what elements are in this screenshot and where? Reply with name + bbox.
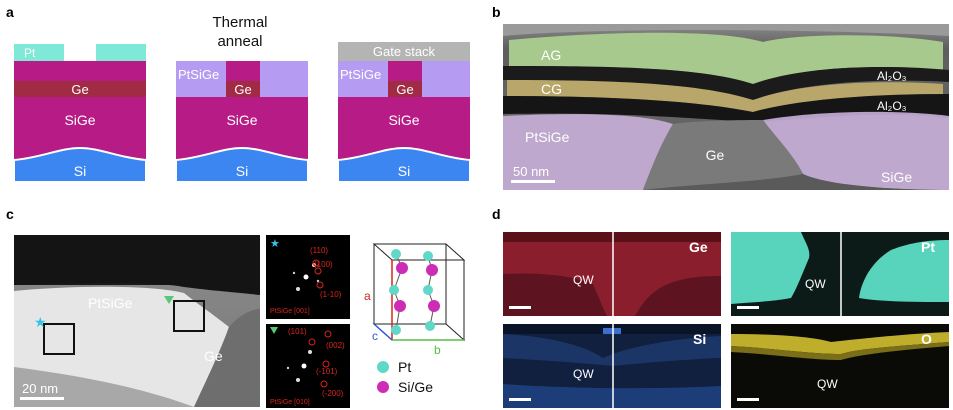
ptsige-label: PtSiGe xyxy=(340,67,381,82)
scale-bar-label: 50 nm xyxy=(513,164,549,179)
fft2-spot--101: (-101) xyxy=(316,367,338,376)
ptsige-label: PtSiGe xyxy=(525,129,570,145)
scale-bar xyxy=(20,397,64,400)
panel-label-a: a xyxy=(6,4,14,20)
panel-label-c: c xyxy=(6,206,14,222)
device-schematic-as-deposited: Pt Ge SiGe Si xyxy=(13,44,147,183)
gate-stack-label: Gate stack xyxy=(373,44,436,59)
triangle-marker-icon xyxy=(164,296,174,304)
eds-map-si: QW Si xyxy=(503,324,721,408)
qw-label: QW xyxy=(805,277,826,291)
fft-pattern-010: (101) (002) (-101) (-200) PtSiGe [010] xyxy=(266,324,350,408)
eds-map-ge: QW Ge xyxy=(503,232,721,316)
ge-region xyxy=(194,309,260,407)
pt-region-right xyxy=(859,240,949,302)
si-label: Si xyxy=(398,163,410,179)
legend-pt-label: Pt xyxy=(398,359,411,375)
fft2-spot-101: (101) xyxy=(288,327,307,336)
cg-gate-layer xyxy=(507,80,943,112)
si-label: Si xyxy=(236,163,248,179)
panel-a-schematics: Pt Ge SiGe Si Thermal anneal PtSiGe Ge S… xyxy=(13,14,471,183)
fft1-spot-1-10: (1-10) xyxy=(320,290,342,299)
crystal-structure: a b c Pt Si/Ge xyxy=(364,243,466,395)
ptsige-label: PtSiGe xyxy=(178,67,219,82)
thermal-anneal-title-line2: anneal xyxy=(217,33,262,50)
al2o3-top-label: Al₂O₃ xyxy=(877,69,907,83)
fft2-spot--200: (-200) xyxy=(322,389,344,398)
ge-label: Ge xyxy=(71,82,88,97)
ge-region xyxy=(643,120,803,190)
legend-sige-marker xyxy=(377,381,389,393)
scale-bar xyxy=(511,180,555,183)
ge-layer xyxy=(14,81,146,97)
panel-label-d: d xyxy=(492,206,501,222)
panel-c-stem-image: ★ PtSiGe Ge 20 nm xyxy=(14,235,260,407)
si-label: Si xyxy=(74,163,86,179)
fft1-caption: PtSiGe [001] xyxy=(270,308,310,315)
element-label-si: Si xyxy=(693,331,706,347)
scale-bar-label: 20 nm xyxy=(22,381,58,396)
sige-atoms xyxy=(394,262,440,312)
scale-bar xyxy=(737,306,759,309)
cg-label: CG xyxy=(541,81,562,97)
sige-label: SiGe xyxy=(881,169,912,185)
sige-label: SiGe xyxy=(64,112,95,128)
pt-atoms xyxy=(389,249,435,335)
device-schematic-gated: Gate stack PtSiGe Ge SiGe Si xyxy=(337,42,471,183)
star-marker-icon: ★ xyxy=(270,238,280,250)
qw-label: QW xyxy=(573,273,594,287)
fft-region-box-1 xyxy=(43,323,75,355)
pt-label: Pt xyxy=(24,46,36,60)
sige-label: SiGe xyxy=(388,112,419,128)
ge-label: Ge xyxy=(204,348,223,364)
eds-map-o: QW O xyxy=(731,324,949,408)
axis-a-label: a xyxy=(364,289,371,303)
axis-c-label: c xyxy=(372,329,378,343)
ptsige-right-region xyxy=(763,111,949,190)
fft1-spot-100: (100) xyxy=(314,260,333,269)
ptsige-left-region xyxy=(503,114,673,190)
axis-c-line xyxy=(373,323,393,341)
al2o3-bottom-label: Al₂O₃ xyxy=(877,99,907,113)
device-schematic-annealed: PtSiGe Ge SiGe Si xyxy=(175,61,309,183)
legend-pt-marker xyxy=(377,361,389,373)
scale-bar xyxy=(509,398,531,401)
ptsige-label: PtSiGe xyxy=(88,295,133,311)
thermal-anneal-title-line1: Thermal xyxy=(212,14,267,31)
panel-label-b: b xyxy=(492,4,501,20)
axis-b-label: b xyxy=(434,343,441,357)
ptsige-left xyxy=(176,61,226,97)
element-label-ge: Ge xyxy=(689,239,708,255)
panel-b-tem-cross-section: AG CG Al₂O₃ Al₂O₃ PtSiGe Ge SiGe 50 nm xyxy=(503,24,949,190)
fft-region-box-2 xyxy=(173,300,205,332)
scale-bar xyxy=(509,306,531,309)
qw-label: QW xyxy=(817,377,838,391)
ptsige-right xyxy=(260,61,308,97)
ge-label: Ge xyxy=(706,147,725,163)
fft-pattern-001: ★ (110) (100) (1-10) PtSiGe [001] xyxy=(266,235,350,319)
sige-label: SiGe xyxy=(226,112,257,128)
oxide-layer xyxy=(731,332,949,354)
fft2-spot-002: (002) xyxy=(326,341,345,350)
ge-label: Ge xyxy=(234,82,251,97)
pt-contact-right xyxy=(96,44,146,61)
pt-contact-left xyxy=(14,44,64,61)
pt-region-left xyxy=(731,232,810,304)
scale-bar xyxy=(737,398,759,401)
eds-map-pt: QW Pt xyxy=(731,232,949,316)
ge-label: Ge xyxy=(396,82,413,97)
ag-label: AG xyxy=(541,47,561,63)
fft1-spot-110: (110) xyxy=(310,246,328,255)
ag-gate-layer xyxy=(509,32,943,84)
triangle-marker-icon xyxy=(270,327,278,334)
gate-stack-layer xyxy=(338,42,470,61)
qw-label: QW xyxy=(573,367,594,381)
element-label-o: O xyxy=(921,331,932,347)
legend-sige-label: Si/Ge xyxy=(398,379,433,395)
ge-channel xyxy=(226,81,260,97)
si-substrate xyxy=(13,146,147,183)
element-label-pt: Pt xyxy=(921,239,935,255)
fft2-caption: PtSiGe [010] xyxy=(270,399,310,406)
star-marker-icon: ★ xyxy=(34,314,47,330)
